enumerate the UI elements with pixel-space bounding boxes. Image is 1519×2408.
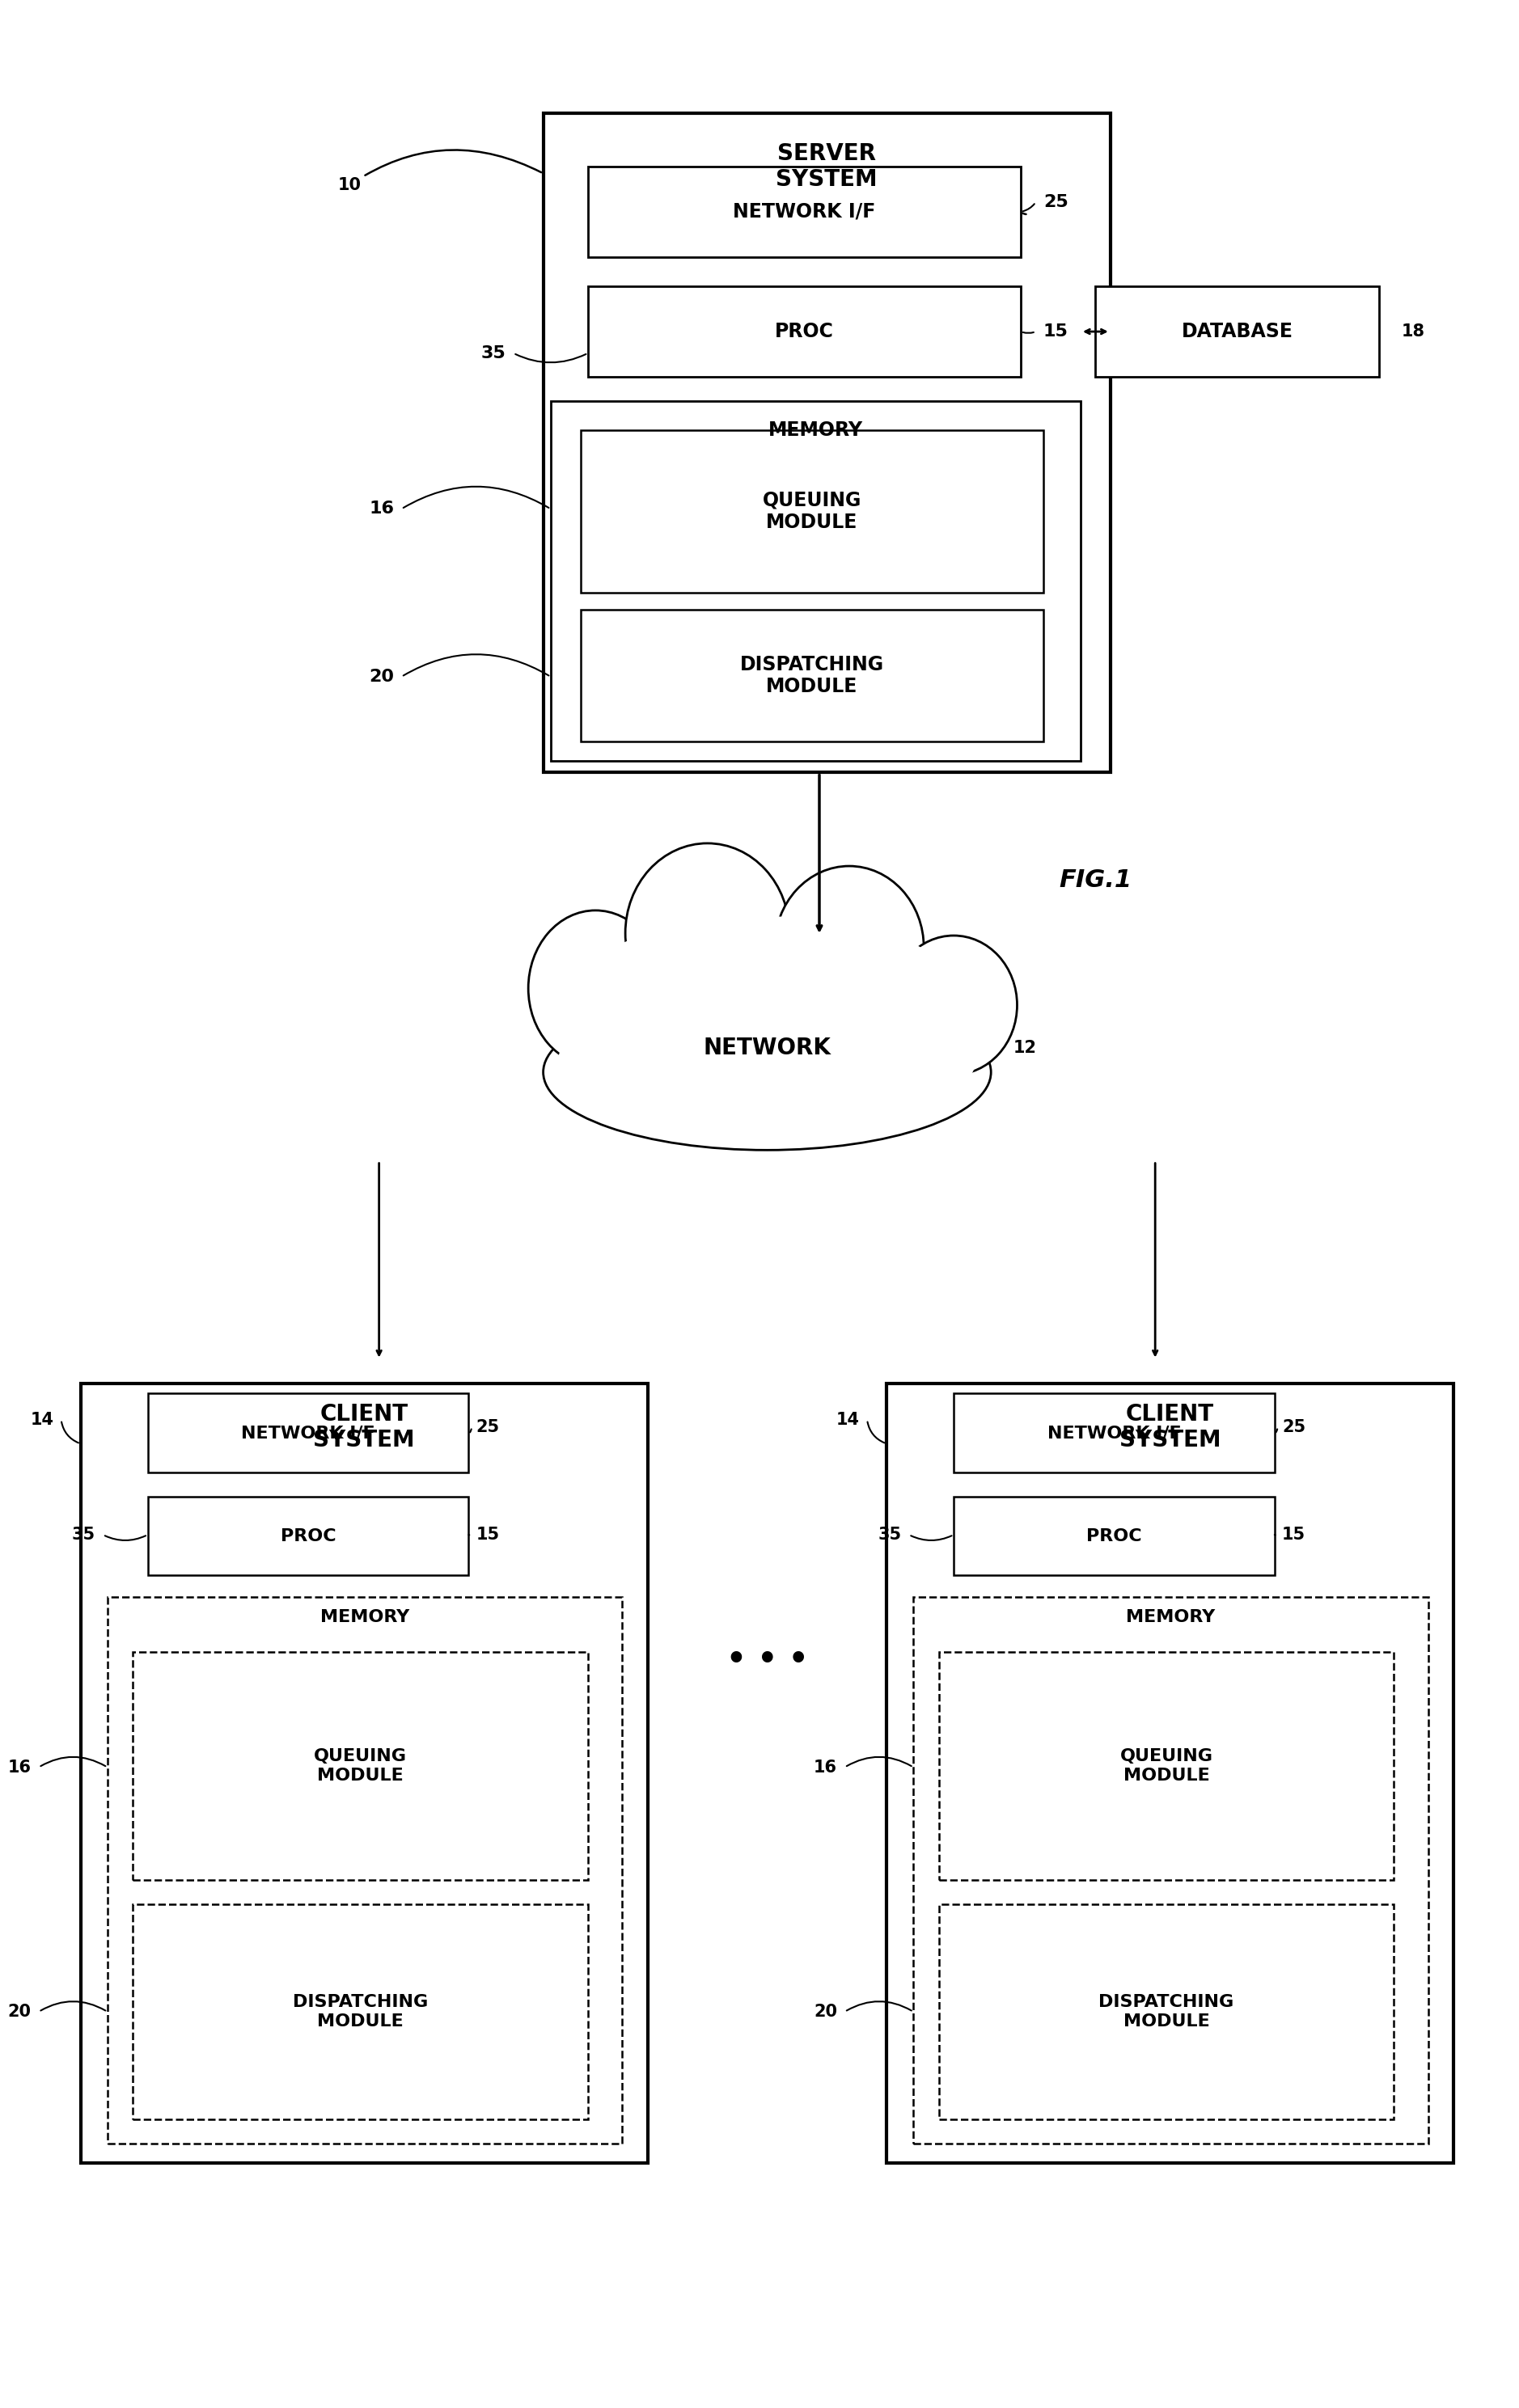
Text: 35: 35	[482, 344, 506, 361]
Bar	[132, 1905, 588, 2119]
Text: 14: 14	[835, 1411, 860, 1428]
Ellipse shape	[557, 917, 977, 1108]
Bar	[551, 402, 1080, 761]
Text: 15: 15	[1044, 323, 1068, 340]
Ellipse shape	[890, 937, 1018, 1074]
Bar	[147, 1394, 468, 1471]
Text: • • •: • • •	[726, 1645, 808, 1674]
Text: 20: 20	[814, 2003, 837, 2020]
Bar	[580, 609, 1044, 742]
Text: QUEUING
MODULE: QUEUING MODULE	[314, 1748, 407, 1784]
Bar	[580, 431, 1044, 592]
Text: NETWORK I/F: NETWORK I/F	[242, 1426, 375, 1440]
Bar	[81, 1385, 647, 2162]
Text: 15: 15	[1282, 1527, 1306, 1544]
Text: PROC: PROC	[1086, 1527, 1142, 1544]
Text: NETWORK: NETWORK	[703, 1038, 831, 1060]
Text: 16: 16	[814, 1760, 837, 1775]
Text: 15: 15	[475, 1527, 500, 1544]
Text: 12: 12	[1013, 1040, 1037, 1057]
Text: NETWORK I/F: NETWORK I/F	[1047, 1426, 1182, 1440]
Text: NETWORK I/F: NETWORK I/F	[734, 202, 876, 222]
Ellipse shape	[775, 867, 924, 1028]
Text: DISPATCHING
MODULE: DISPATCHING MODULE	[293, 1994, 428, 2030]
Text: CLIENT
SYSTEM: CLIENT SYSTEM	[313, 1404, 415, 1452]
Bar	[147, 1495, 468, 1575]
Bar	[132, 1652, 588, 1881]
Bar	[544, 113, 1110, 773]
Text: 10: 10	[337, 149, 541, 193]
Ellipse shape	[529, 910, 662, 1067]
Bar	[954, 1495, 1274, 1575]
Text: 14: 14	[30, 1411, 53, 1428]
Text: 20: 20	[369, 669, 393, 684]
Text: 35: 35	[71, 1527, 96, 1544]
Ellipse shape	[626, 843, 790, 1023]
Text: 35: 35	[878, 1527, 901, 1544]
Ellipse shape	[544, 995, 990, 1151]
Bar	[1095, 287, 1379, 378]
Bar	[588, 166, 1021, 258]
Bar	[913, 1597, 1428, 2143]
Text: PROC: PROC	[281, 1527, 336, 1544]
Text: FIG.1: FIG.1	[1059, 869, 1132, 891]
Text: MEMORY: MEMORY	[321, 1609, 410, 1625]
Text: PROC: PROC	[775, 323, 834, 342]
Bar	[954, 1394, 1274, 1471]
Text: 16: 16	[369, 501, 393, 518]
Bar	[108, 1597, 623, 2143]
Text: 25: 25	[475, 1418, 500, 1435]
Text: QUEUING
MODULE: QUEUING MODULE	[763, 491, 861, 532]
Text: 25: 25	[1044, 195, 1068, 209]
Text: MEMORY: MEMORY	[769, 421, 863, 441]
Ellipse shape	[557, 995, 977, 1127]
Text: SERVER
SYSTEM: SERVER SYSTEM	[776, 142, 878, 190]
Bar	[939, 1652, 1394, 1881]
Text: QUEUING
MODULE: QUEUING MODULE	[1120, 1748, 1212, 1784]
Text: DATABASE: DATABASE	[1182, 323, 1293, 342]
Bar	[939, 1905, 1394, 2119]
Text: 25: 25	[1282, 1418, 1306, 1435]
Text: MEMORY: MEMORY	[1126, 1609, 1215, 1625]
Text: 18: 18	[1402, 323, 1425, 340]
Text: 16: 16	[8, 1760, 32, 1775]
Bar	[887, 1385, 1454, 2162]
Bar	[588, 287, 1021, 378]
Text: CLIENT
SYSTEM: CLIENT SYSTEM	[1120, 1404, 1221, 1452]
Text: DISPATCHING
MODULE: DISPATCHING MODULE	[740, 655, 884, 696]
Text: DISPATCHING
MODULE: DISPATCHING MODULE	[1098, 1994, 1233, 2030]
Text: 20: 20	[8, 2003, 32, 2020]
